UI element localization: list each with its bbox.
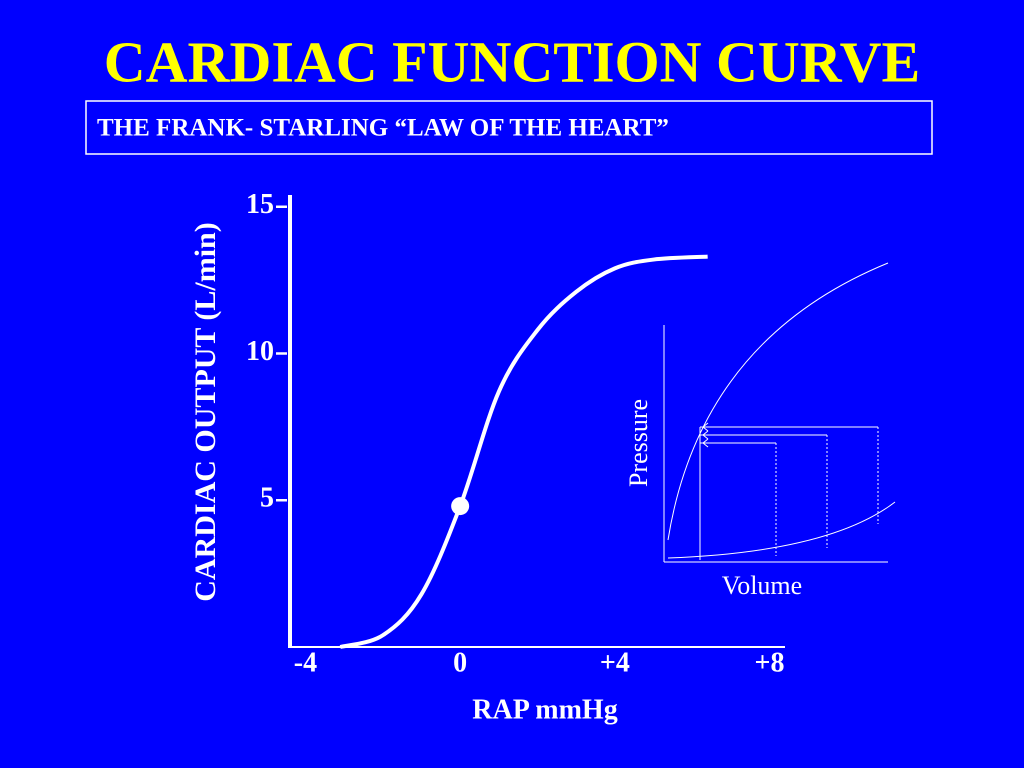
inset-arrows: [702, 422, 709, 448]
chart-title: CARDIAC FUNCTION CURVE: [104, 29, 920, 94]
subtitle-box: [85, 100, 933, 155]
y-tick-label: 15: [246, 189, 274, 220]
curve: [339, 254, 708, 649]
x-axis-label: RAP mmHg: [472, 694, 617, 725]
x-tick-label: +8: [755, 647, 785, 678]
inset: [663, 262, 896, 563]
y-tick-label: 10: [246, 336, 274, 367]
inset-x-label: Volume: [722, 571, 802, 600]
x-tick-label: -4: [294, 647, 317, 678]
inset-y-label: Pressure: [624, 399, 653, 487]
y-axis-label: CARDIAC OUTPUT (L/min): [189, 222, 222, 601]
operating-point: [451, 497, 470, 516]
subtitle: THE FRANK- STARLING “LAW OF THE HEART”: [97, 115, 669, 142]
x-tick-label: 0: [453, 647, 467, 678]
inset-curve: [667, 501, 896, 559]
x-tick-label: +4: [600, 647, 630, 678]
y-tick-label: 5: [260, 483, 274, 514]
inset-curve: [667, 262, 889, 541]
